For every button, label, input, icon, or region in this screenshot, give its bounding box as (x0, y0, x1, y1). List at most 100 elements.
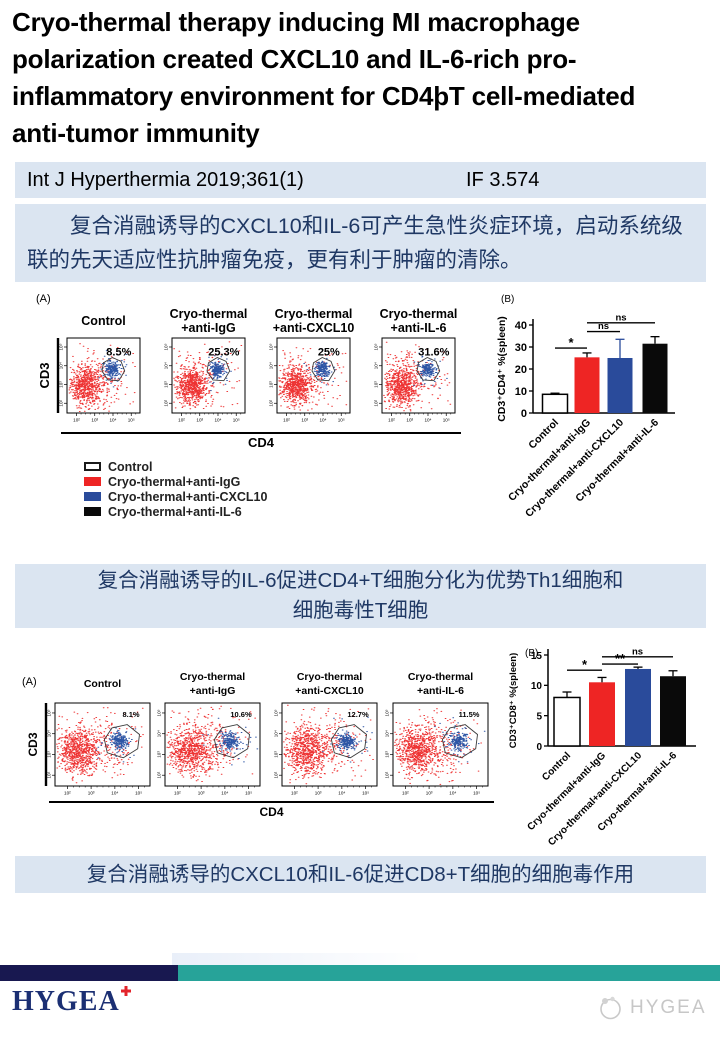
panel-label: (B) (501, 294, 514, 305)
bar (642, 343, 668, 413)
y-tick-label: 10³ (47, 751, 52, 758)
flow-plot-title: +anti-IgG (190, 685, 236, 697)
legend-item: Cryo-thermal+anti-CXCL10 (84, 489, 267, 504)
x-tick-label: 10⁵ (128, 418, 135, 423)
x-tick-label: 10³ (88, 791, 95, 796)
flow-plot-title: Cryo-thermal (275, 307, 353, 321)
panel-label: (A) (22, 676, 37, 688)
y-tick-label: 10² (385, 771, 390, 778)
flow-plot-title: +anti-IgG (181, 321, 236, 335)
y-tick-label: 40 (515, 320, 527, 332)
y-tick-label: 10⁴ (385, 730, 390, 737)
flow-plot-title: Cryo-thermal (170, 307, 248, 321)
bar (607, 358, 633, 413)
gate-polygon (206, 356, 231, 382)
x-tick-label: 10² (64, 791, 71, 796)
flow-x-axis-label: CD4 (259, 805, 283, 819)
gate-percent: 25% (318, 346, 340, 358)
legend-item: Cryo-thermal+anti-IgG (84, 474, 267, 489)
flow-plot-title: +anti-CXCL10 (295, 685, 364, 697)
red-scatter (173, 341, 243, 410)
flow-plot-title: Control (84, 678, 121, 690)
y-tick-label: 10² (157, 771, 162, 778)
legend-label: Cryo-thermal+anti-IgG (108, 474, 241, 489)
y-tick-label: 10⁵ (164, 343, 169, 350)
y-tick-label: 10³ (269, 381, 274, 388)
blue-scatter (202, 717, 259, 766)
red-scatter (383, 341, 452, 412)
x-tick-label: 10² (402, 791, 409, 796)
y-tick-label: 10⁴ (157, 730, 162, 737)
hygea-logo: HYGEA (12, 986, 131, 1018)
blue-scatter (434, 717, 486, 763)
flow-plot-title: Cryo-thermal (408, 671, 473, 683)
y-tick-label: 20 (515, 364, 527, 376)
legend-label: Cryo-thermal+anti-IL-6 (108, 504, 242, 519)
y-tick-label: 10⁵ (385, 709, 390, 716)
footer-accent (172, 953, 422, 965)
significance-label: ** (615, 651, 626, 666)
y-tick-label: 10⁴ (274, 730, 279, 737)
gate-percent: 8.5% (106, 346, 131, 358)
gate-percent: 12.7% (347, 710, 369, 719)
flow-plot-title: Cryo-thermal (297, 671, 362, 683)
y-tick-label: 10⁵ (59, 343, 64, 350)
gate-percent: 11.5% (459, 710, 480, 719)
logo-text: HYGEA (12, 986, 120, 1017)
significance-label: * (582, 657, 588, 672)
x-tick-label: 10⁵ (233, 418, 240, 423)
x-tick-label: 10⁴ (338, 791, 345, 796)
x-tick-label: 10⁴ (449, 791, 456, 796)
x-tick-label: 10⁵ (443, 418, 450, 423)
gate-percent: 31.6% (418, 346, 449, 358)
x-tick-label: 10² (291, 791, 298, 796)
red-scatter (56, 707, 144, 784)
y-tick-label: 10² (374, 399, 379, 406)
y-tick-label: 10³ (164, 381, 169, 388)
legend-item: Control (84, 459, 267, 474)
hygea-watermark: HYGEA (597, 994, 707, 1021)
figure1-legend: Control Cryo-thermal+anti-IgG Cryo-thermal… (84, 459, 267, 519)
figure1-flow-panel: (A) CD3 CD4 Control 8.5% 10² 10² 10³ 10³ 10⁴ 10⁴ 10… (36, 293, 461, 450)
y-tick-label: 10⁴ (269, 362, 274, 369)
y-tick-label: 10² (47, 771, 52, 778)
y-tick-label: 10 (515, 386, 527, 398)
x-tick-label: 10⁵ (245, 791, 252, 796)
red-scatter (278, 347, 348, 411)
legend-label: Control (108, 459, 153, 474)
impact-factor: IF 3.574 (466, 169, 540, 191)
watermark-stamp-icon (600, 996, 621, 1020)
bar (660, 676, 686, 746)
legend-swatch (84, 492, 101, 501)
x-tick-label: 10³ (198, 791, 205, 796)
flow-plot: 11.5% 10² 10² 10³ 10³ 10⁴ 10⁴ 10⁵ 10⁵ (385, 702, 489, 796)
y-tick-label: 10 (531, 681, 543, 692)
flow-plot: 8.5% 10² 10² 10³ 10³ 10⁴ 10⁴ 10⁵ 10⁵ (59, 337, 141, 423)
logo-cross-icon (120, 986, 131, 996)
summary-block-1: 复合消融诱导的CXCL10和IL-6可产生急性炎症环境，启动系统级联的先天适应性… (15, 204, 706, 282)
significance-label: ns (598, 321, 609, 332)
y-tick-label: 10² (59, 399, 64, 406)
bar (541, 393, 569, 414)
y-tick-label: 0 (521, 408, 527, 420)
x-tick-label: 10⁴ (109, 418, 116, 423)
y-tick-label: 30 (515, 342, 527, 354)
y-tick-label: 10³ (374, 381, 379, 388)
y-tick-label: 10³ (157, 751, 162, 758)
y-tick-label: 10⁵ (157, 709, 162, 716)
y-tick-label: 0 (536, 742, 542, 753)
bar (574, 357, 600, 413)
y-tick-label: 10² (274, 771, 279, 778)
journal-citation: Int J Hyperthermia 2019;361(1) (27, 169, 304, 191)
x-tick-label: 10³ (301, 418, 308, 423)
legend-swatch (84, 477, 101, 486)
x-tick-label: 10⁴ (424, 418, 431, 423)
red-scatter (166, 705, 256, 782)
x-tick-label: 10³ (315, 791, 322, 796)
flow-y-axis-label: CD3 (26, 732, 40, 756)
flow-plot: 10.6% 10² 10² 10³ 10³ 10⁴ 10⁴ 10⁵ 10⁵ (157, 702, 261, 796)
gate-percent: 8.1% (122, 710, 139, 719)
blue-scatter (206, 355, 232, 392)
